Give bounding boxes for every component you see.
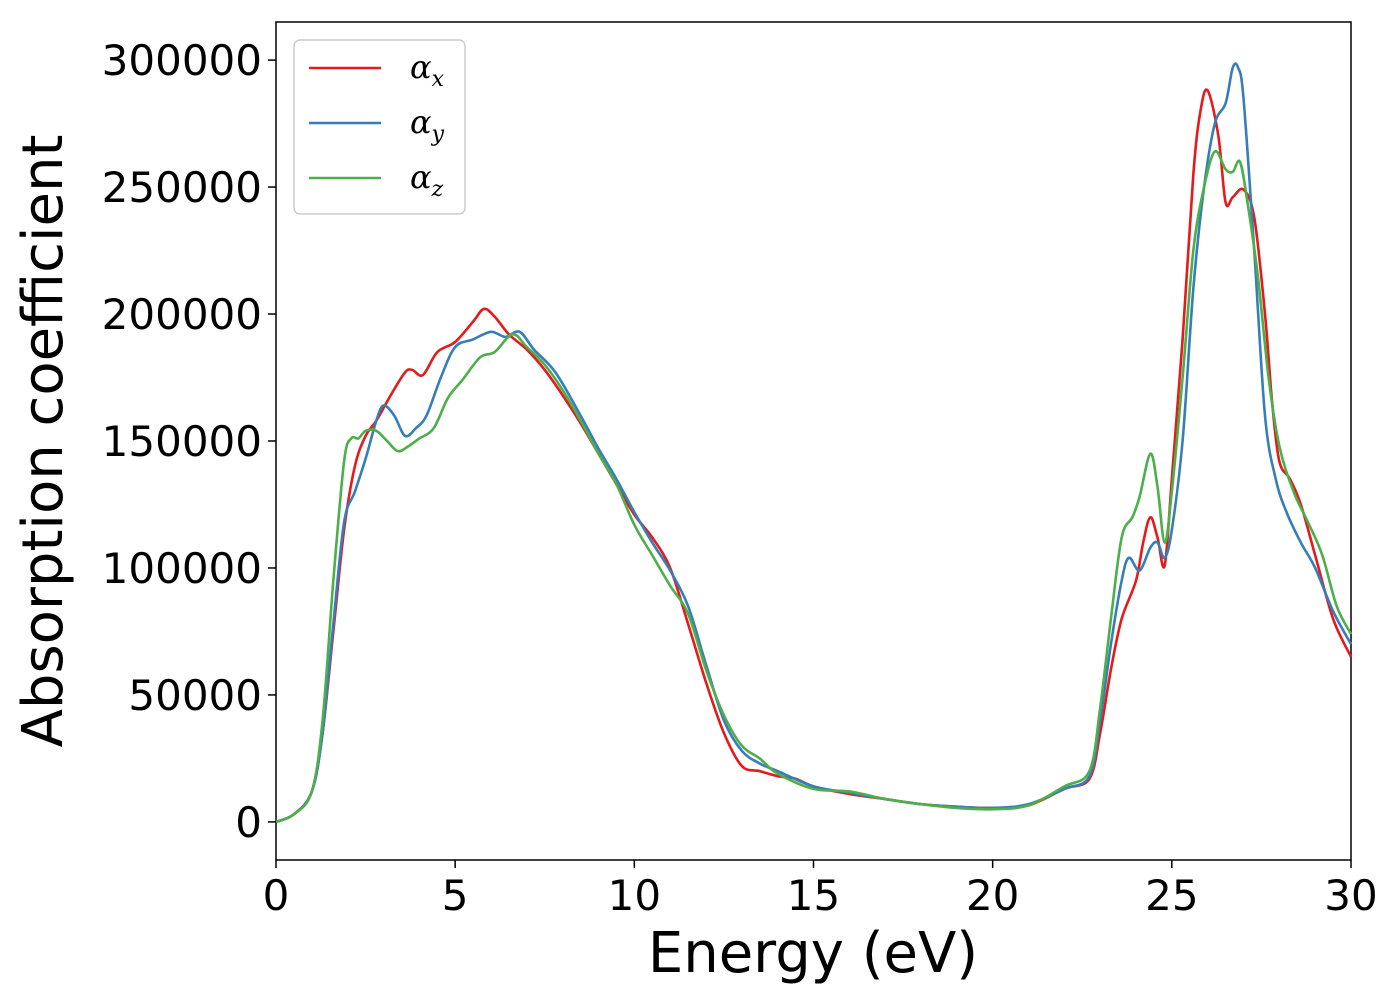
x-tick-label: 20 (966, 871, 1019, 920)
series-line-z (275, 149, 1353, 824)
y-tick-label: 300000 (102, 36, 262, 85)
y-tick-label: 0 (235, 798, 262, 847)
x-tick-label: 5 (442, 871, 469, 920)
y-tick-label: 100000 (102, 544, 262, 593)
x-tick-label: 10 (608, 871, 661, 920)
x-tick-label: 25 (1145, 871, 1198, 920)
legend-box (293, 39, 466, 215)
y-tick-label: 50000 (128, 671, 262, 720)
legend-label-z: αz (410, 158, 444, 202)
x-tick-label: 30 (1324, 871, 1377, 920)
y-tick-label: 150000 (102, 417, 262, 466)
x-tick-label: 0 (263, 871, 290, 920)
legend-label-y: αy (410, 103, 445, 147)
x-axis-ticks: 0 5 10 15 20 25 30 (263, 860, 1378, 920)
legend: αx αy αz (293, 39, 466, 215)
y-tick-label: 200000 (102, 290, 262, 339)
y-tick-label: 250000 (102, 163, 262, 212)
legend-label-x: αx (410, 48, 445, 92)
series-layer (275, 62, 1353, 824)
x-tick-label: 15 (787, 871, 840, 920)
y-axis-label: Absorption coefficient (11, 135, 76, 748)
x-axis-label: Energy (eV) (648, 921, 978, 986)
y-axis-ticks: 0 50000 100000 150000 200000 250000 300000 (102, 36, 276, 847)
